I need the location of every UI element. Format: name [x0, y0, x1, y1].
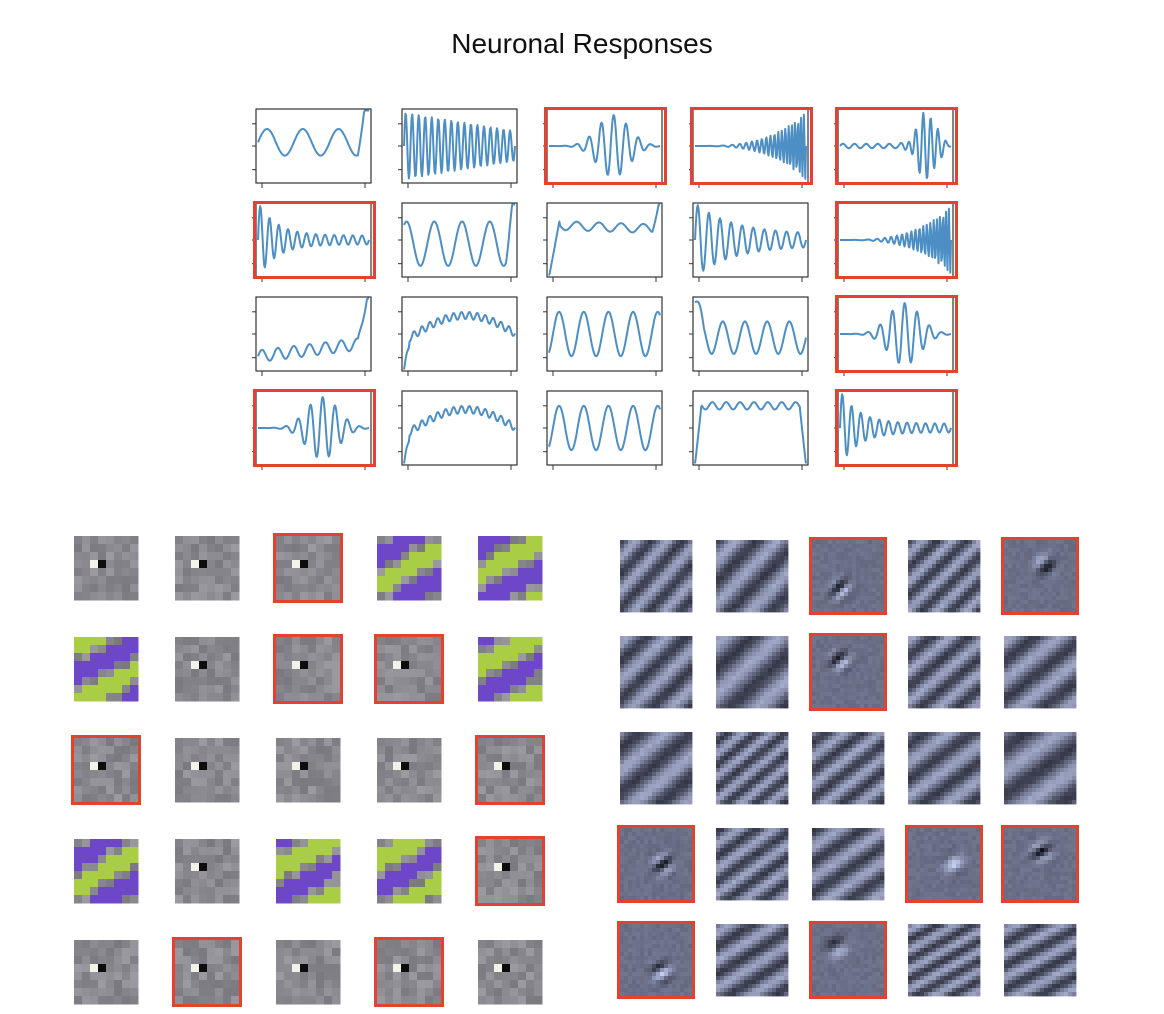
response-trace: [694, 300, 807, 355]
color-filter: [276, 940, 341, 1005]
color-filter: [276, 637, 341, 702]
grayscale-filter: [1004, 924, 1077, 997]
response-trace: [548, 310, 661, 358]
color-filter: [377, 637, 442, 702]
color-filter: [276, 839, 341, 904]
response-plot: [252, 390, 379, 476]
color-filter: [377, 738, 442, 803]
response-plot: [834, 202, 961, 288]
response-trace: [402, 112, 516, 180]
response-plot: [397, 296, 525, 382]
grayscale-filter: [812, 540, 885, 613]
grayscale-filter: [908, 732, 981, 805]
response-trace: [548, 404, 661, 452]
response-plot: [688, 108, 816, 194]
grayscale-filter: [716, 732, 789, 805]
plot-frame: [546, 202, 663, 278]
response-trace: [839, 111, 952, 180]
response-plot: [688, 296, 816, 382]
response-trace: [548, 114, 661, 176]
grayscale-filter: [812, 636, 885, 709]
response-plot: [834, 108, 961, 194]
grayscale-filter: [812, 828, 885, 901]
response-plot: [543, 296, 670, 382]
grayscale-filter: [620, 540, 693, 613]
color-filter: [478, 839, 543, 904]
color-filter: [74, 839, 139, 904]
color-filter: [175, 738, 240, 803]
color-filter: [478, 738, 543, 803]
response-plot: [688, 202, 816, 288]
grayscale-filter: [1004, 636, 1077, 709]
grayscale-filter: [908, 636, 981, 709]
color-filter: [478, 637, 543, 702]
response-trace: [257, 205, 370, 269]
response-trace: [257, 396, 370, 458]
response-plot: [688, 390, 816, 476]
color-filter: [74, 940, 139, 1005]
response-plot: [252, 202, 379, 288]
figure-title: Neuronal Responses: [451, 28, 713, 59]
response-trace: [402, 311, 516, 370]
color-filter: [377, 940, 442, 1005]
grayscale-filter: [908, 540, 981, 613]
color-filter: [478, 536, 543, 601]
grayscale-filter: [620, 732, 693, 805]
response-trace: [257, 297, 370, 362]
response-plot: [543, 202, 670, 288]
grayscale-filter: [1004, 540, 1077, 613]
color-filter: [175, 637, 240, 702]
grayscale-filter: [812, 924, 885, 997]
grayscale-filter: [716, 636, 789, 709]
response-trace: [839, 302, 952, 364]
grayscale-filter: [812, 732, 885, 805]
response-plot: [397, 108, 525, 194]
response-trace: [839, 393, 952, 457]
neuronal-responses-grid: [252, 107, 961, 478]
color-filter: [377, 536, 442, 601]
color-filter: [175, 839, 240, 904]
plot-frame: [255, 296, 372, 372]
grayscale-filter: [1004, 732, 1077, 805]
grayscale-filter: [716, 828, 789, 901]
response-plot: [543, 108, 670, 194]
response-trace: [257, 109, 370, 157]
grayscale-receptive-fields-grid: [617, 537, 1084, 1004]
response-trace: [693, 204, 807, 272]
response-plot: [543, 390, 670, 476]
color-filter: [276, 738, 341, 803]
grayscale-filter: [908, 828, 981, 901]
response-plot: [834, 390, 961, 476]
response-trace: [402, 203, 515, 267]
plot-frame: [691, 390, 809, 466]
grayscale-filter: [908, 924, 981, 997]
color-receptive-fields-grid: [71, 533, 550, 1012]
response-trace: [694, 113, 807, 180]
color-filter: [74, 536, 139, 601]
color-filter: [74, 738, 139, 803]
color-filter: [377, 839, 442, 904]
response-plot: [397, 390, 525, 476]
response-plot: [252, 108, 379, 194]
response-trace: [548, 203, 661, 276]
color-filter: [175, 940, 240, 1005]
grayscale-filter: [1004, 828, 1077, 901]
color-filter: [74, 637, 139, 702]
grayscale-filter: [716, 540, 789, 613]
grayscale-filter: [716, 924, 789, 997]
response-trace: [693, 401, 807, 464]
response-trace: [839, 207, 952, 274]
response-trace: [402, 405, 516, 464]
color-filter: [276, 536, 341, 601]
color-filter: [478, 940, 543, 1005]
color-filter: [175, 536, 240, 601]
grayscale-filter: [620, 636, 693, 709]
response-plot: [834, 296, 961, 382]
response-plot: [252, 296, 379, 382]
response-plot: [397, 202, 525, 288]
grayscale-filter: [620, 924, 693, 997]
grayscale-filter: [620, 828, 693, 901]
